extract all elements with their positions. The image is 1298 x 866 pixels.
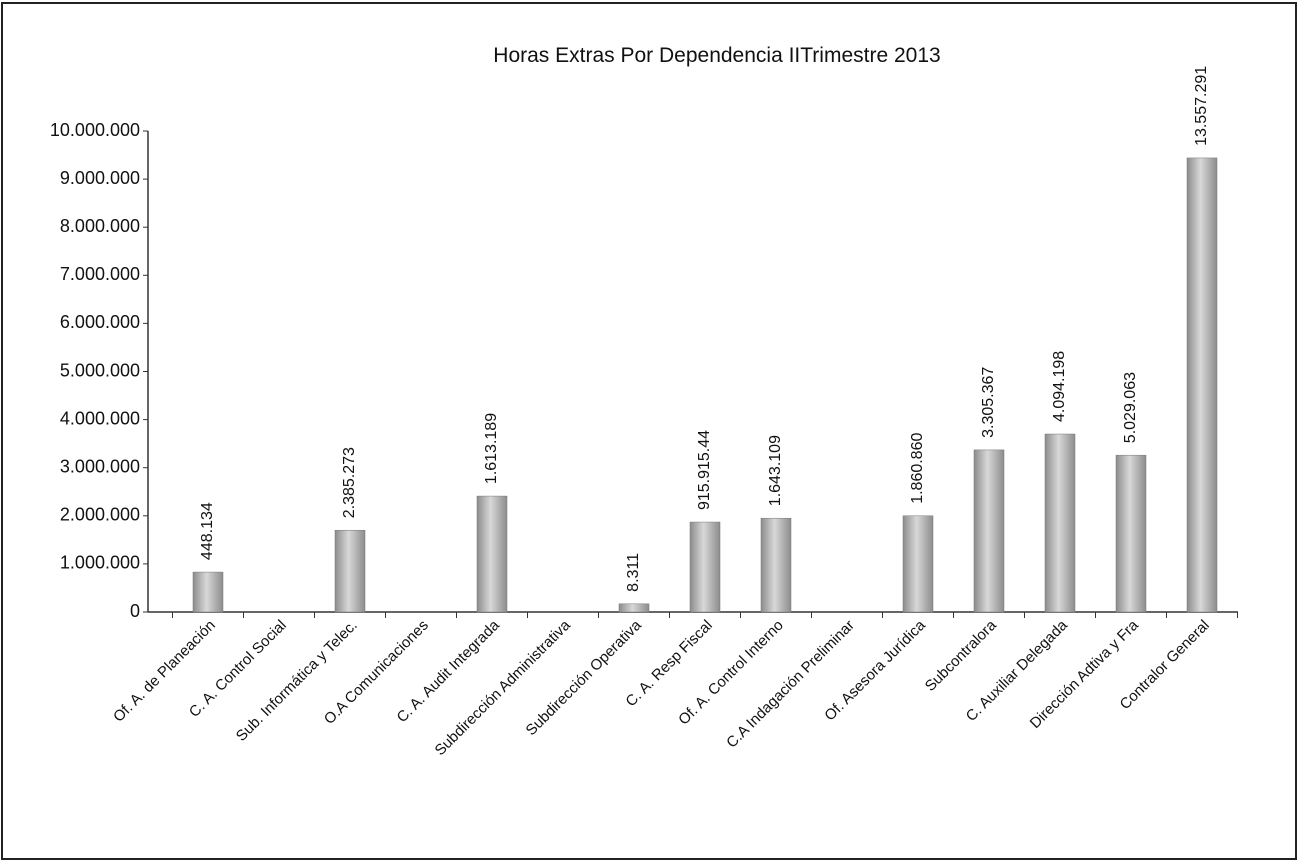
bar: [1115, 454, 1147, 613]
bar: [476, 495, 508, 613]
y-tick-label: 4.000.000: [60, 408, 140, 428]
x-tick-label: C.A Indagación Preliminar: [723, 617, 858, 752]
bar: [618, 603, 650, 613]
y-tick-label: 7.000.000: [60, 264, 140, 284]
bar: [1186, 157, 1218, 613]
data-label: 8.311: [625, 553, 642, 592]
y-tick-label: 2.000.000: [60, 505, 140, 525]
y-tick-label: 3.000.000: [60, 456, 140, 476]
y-tick-label: 6.000.000: [60, 312, 140, 332]
x-tick-label: Subcontralora: [922, 616, 1001, 695]
data-label: 5.029.063: [1122, 372, 1139, 443]
y-tick-label: 9.000.000: [60, 168, 140, 188]
bar: [334, 529, 366, 613]
bar: [1044, 433, 1076, 613]
y-tick-label: 10.000.000: [50, 120, 140, 140]
data-label: 3.305.367: [980, 367, 997, 438]
data-label: 1.860.860: [909, 433, 926, 504]
bar: [192, 571, 224, 613]
data-label: 1.613.189: [483, 413, 500, 484]
y-tick-label: 0: [130, 601, 140, 621]
bar: [689, 521, 721, 613]
y-tick-label: 1.000.000: [60, 553, 140, 573]
data-label: 13.557.291: [1193, 66, 1210, 146]
bar: [973, 449, 1005, 613]
data-label: 1.643.109: [767, 435, 784, 506]
bar: [760, 517, 792, 613]
x-tick-label: Subdirección Operativa: [523, 616, 646, 739]
data-label: 915.915.44: [696, 430, 713, 510]
data-label: 2.385.273: [341, 447, 358, 518]
bar: [902, 515, 934, 613]
x-tick-label: Subdirección Administrativa: [432, 616, 575, 759]
data-label: 448.134: [199, 502, 216, 560]
data-label: 4.094.198: [1051, 351, 1068, 422]
x-tick-label: Sub. Informática y Telec.: [233, 617, 361, 745]
y-tick-label: 8.000.000: [60, 216, 140, 236]
y-tick-label: 5.000.000: [60, 360, 140, 380]
chart-title: Horas Extras Por Dependencia IITrimestre…: [493, 44, 940, 67]
